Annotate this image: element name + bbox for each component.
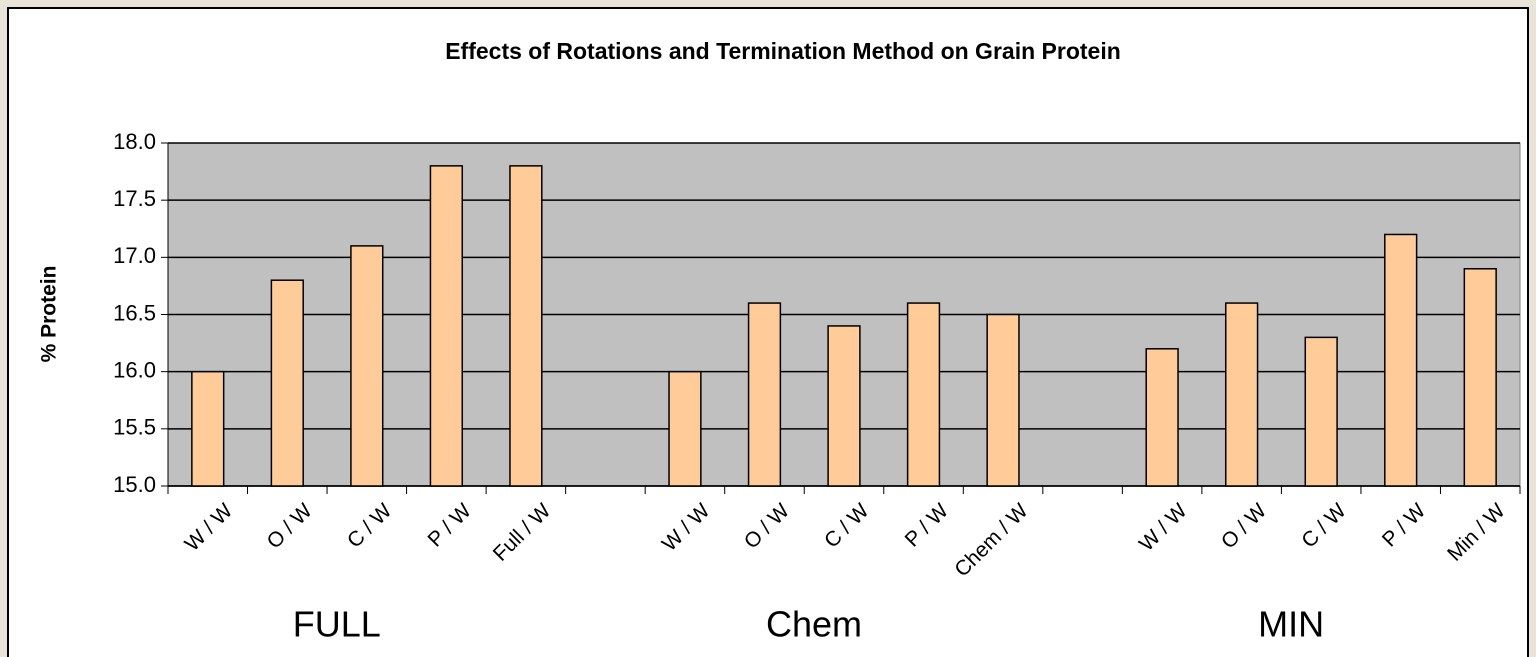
group-label: Chem bbox=[766, 604, 862, 645]
bar bbox=[827, 325, 861, 487]
y-tick-label: 18.0 bbox=[113, 129, 156, 154]
bar bbox=[986, 313, 1020, 487]
y-tick-label: 15.5 bbox=[113, 415, 156, 440]
bar bbox=[1384, 233, 1418, 487]
y-tick-label: 17.5 bbox=[113, 186, 156, 211]
bar bbox=[1224, 302, 1259, 487]
y-tick-label: 15.0 bbox=[113, 472, 156, 497]
bar bbox=[509, 165, 543, 487]
bar bbox=[270, 279, 304, 487]
y-tick-label: 16.5 bbox=[113, 300, 156, 325]
bar bbox=[747, 302, 782, 487]
bar bbox=[1463, 268, 1497, 487]
group-label: FULL bbox=[293, 604, 381, 645]
y-tick-label: 16.0 bbox=[113, 357, 156, 382]
y-tick-label: 17.0 bbox=[113, 243, 156, 268]
bar bbox=[191, 370, 225, 487]
bar bbox=[668, 370, 702, 487]
y-axis-label: % Protein bbox=[38, 266, 61, 363]
bar bbox=[1304, 336, 1338, 487]
bar bbox=[429, 165, 464, 487]
group-label: MIN bbox=[1258, 604, 1324, 645]
bar bbox=[906, 302, 941, 487]
bar bbox=[350, 245, 384, 487]
chart-title: Effects of Rotations and Termination Met… bbox=[445, 38, 1121, 64]
bar bbox=[1145, 348, 1179, 487]
